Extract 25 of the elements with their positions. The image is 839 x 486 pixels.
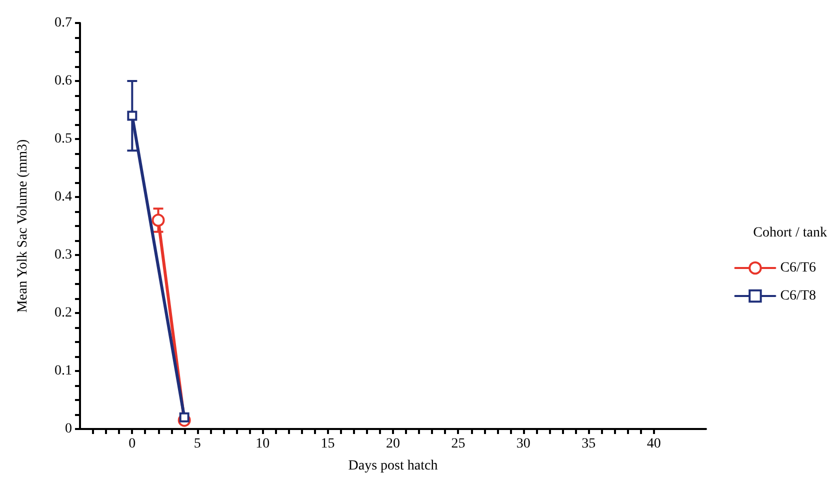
x-tick-label: 15 xyxy=(320,436,335,452)
x-axis-title: Days post hatch xyxy=(348,458,438,474)
x-tick-label: 0 xyxy=(128,436,136,452)
x-tick-label: 40 xyxy=(646,436,661,452)
y-tick-label: 0.1 xyxy=(54,364,72,378)
point xyxy=(179,412,190,422)
x-tick-label: 10 xyxy=(256,436,270,452)
y-tick-label: 0.7 xyxy=(54,16,72,30)
point xyxy=(152,214,165,227)
point xyxy=(127,110,138,121)
y-tick-label: 0.3 xyxy=(54,248,72,262)
y-tick-label: 0.2 xyxy=(54,306,72,320)
legend-label: C6/T8 xyxy=(780,288,816,304)
y-tick-label: 0.4 xyxy=(54,190,72,204)
y-tick-label: 0.6 xyxy=(54,74,72,88)
legend-title: Cohort / tank xyxy=(753,226,828,240)
x-tick-label: 35 xyxy=(582,436,596,452)
x-tick-label: 20 xyxy=(386,436,400,452)
x-tick-label: 5 xyxy=(194,436,201,452)
y-axis-title: Mean Yolk Sac Volume (mm3) xyxy=(16,139,30,313)
x-tick-label: 30 xyxy=(516,436,530,452)
x-tick-label: 25 xyxy=(451,436,466,452)
y-tick-label: 0.5 xyxy=(54,132,72,146)
legend-label: C6/T6 xyxy=(780,260,816,276)
y-tick-label: 0 xyxy=(65,422,72,436)
